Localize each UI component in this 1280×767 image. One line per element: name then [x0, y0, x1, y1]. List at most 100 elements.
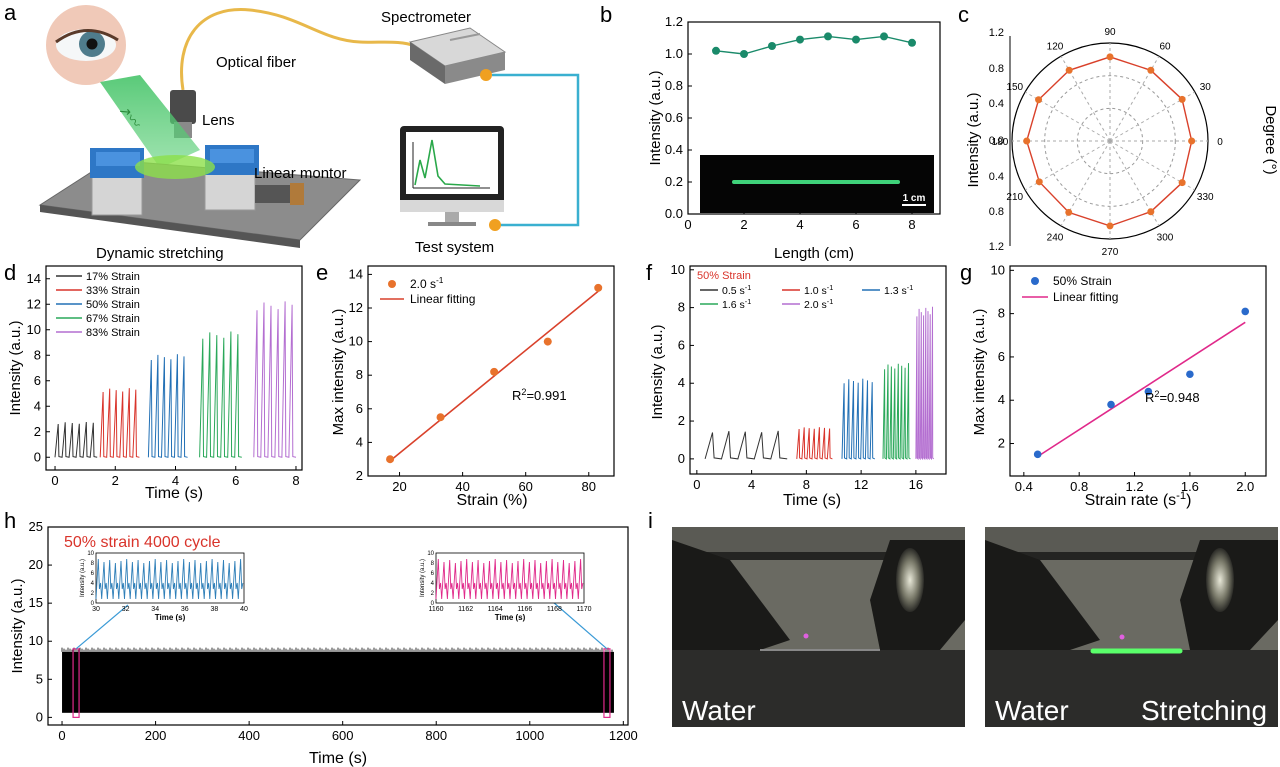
e-ytick-label: 4 [356, 434, 363, 449]
b-series-line [715, 35, 913, 55]
c-data-point [1178, 95, 1186, 103]
d-xtick-label: 8 [292, 473, 299, 488]
e-legend-label-2: Linear fitting [410, 292, 475, 306]
b-data-point [852, 35, 860, 44]
c-grid-spoke [1024, 91, 1111, 142]
e-data-point [490, 367, 499, 376]
e-legend-marker [388, 280, 396, 288]
h-inset-1-xtick-label: 38 [211, 606, 219, 613]
photo-water-label: Water [682, 695, 756, 726]
h-ytick-label: 15 [29, 595, 43, 610]
b-ytick-label: 0.2 [665, 174, 683, 189]
chart-d-strain-time: 0 2 4 6 8 0 2 4 6 8 10 12 14 17% Strain 33% Strain 50% … [7, 265, 303, 502]
c-data-point [1106, 53, 1114, 61]
c-grid-spoke [1109, 55, 1160, 142]
g-xtick-label: 1.6 [1181, 479, 1199, 494]
test-monitor [400, 126, 504, 231]
d-ytick-label: 4 [34, 398, 41, 413]
g-ylabel: Max intensity (a.u.) [971, 309, 988, 436]
g-ytick-label: 8 [998, 306, 1005, 321]
h-ytick-label: 20 [29, 557, 43, 572]
c-radial-tick: 1.2 [989, 241, 1004, 253]
h-inset-2-ytick-label: 6 [431, 571, 435, 577]
chart-b-length-intensity: 0 2 4 6 8 0.0 0.2 0.4 0.6 0.8 1.0 1.2 1 cm Length (cm… [647, 14, 941, 262]
h-inset-2-ytick-label: 10 [427, 551, 434, 557]
chart-c-polar-intensity: 90603003303002702402101801501201.20.80.4… [965, 27, 1279, 258]
h-inset-2-ytick-label: 0 [431, 601, 435, 607]
g-legend-marker [1031, 277, 1039, 285]
d-series-line [99, 388, 140, 458]
f-legend-label: 1.6 s-1 [722, 297, 751, 312]
e-data-point [543, 337, 552, 346]
b-data-point [908, 38, 916, 47]
panel-a-schematic: a Optical fiber Spectrometer Lens [4, 0, 580, 262]
h-zoom-arrow-2 [544, 594, 608, 650]
h-xtick-label: 800 [425, 728, 447, 743]
h-inset-1-xtick-label: 36 [181, 606, 189, 613]
e-xtick-label: 60 [518, 479, 532, 494]
h-inset-2-ytick-label: 4 [431, 581, 435, 587]
d-ytick-label: 8 [34, 347, 41, 362]
b-data-point [824, 32, 832, 41]
d-ylabel: Intensity (a.u.) [7, 320, 24, 415]
b-xtick-label: 0 [684, 217, 691, 232]
e-data-point [436, 413, 445, 422]
h-inset-1-ytick-label: 0 [91, 601, 95, 607]
linear-motor-label: Linear montor [254, 165, 347, 182]
c-data-point [1035, 96, 1043, 104]
b-data-point [768, 42, 776, 50]
e-xtick-label: 20 [392, 479, 406, 494]
d-ytick-label: 10 [27, 322, 41, 337]
f-ylabel: Intensity (a.u.) [649, 324, 666, 419]
b-ytick-label: 1.2 [665, 14, 683, 29]
f-ytick-label: 0 [678, 451, 685, 466]
g-data-point [1241, 307, 1250, 316]
c-angle-label: 270 [1102, 247, 1119, 258]
c-ylabel: Intensity (a.u.) [965, 92, 982, 187]
f-legend-label: 2.0 s-1 [804, 297, 833, 312]
h-inset-2-ylabel: Intensity (a.u.) [420, 559, 426, 597]
h-ytick-label: 10 [29, 633, 43, 648]
h-ytick-label: 5 [36, 671, 43, 686]
h-inset-1-xtick-label: 40 [240, 606, 248, 613]
b-data-point [740, 50, 748, 58]
f-xtick-label: 12 [854, 477, 868, 492]
d-xtick-label: 2 [112, 473, 119, 488]
h-inset-1-series-line [95, 558, 244, 600]
g-data-point [1107, 400, 1115, 409]
d-ytick-label: 6 [34, 373, 41, 388]
d-legend-label: 83% Strain [86, 327, 140, 339]
c-grid-circle [1044, 75, 1176, 207]
spectrometer-label: Spectrometer [381, 9, 471, 26]
optical-fiber-label: Optical fiber [216, 54, 296, 71]
g-xlabel: Strain rate (s-1) [1085, 490, 1192, 509]
h-inset-2-xtick-label: 1164 [488, 606, 503, 613]
c-radial-tick: 0.4 [989, 171, 1004, 183]
c-data-point [1023, 137, 1031, 145]
b-ytick-label: 0.0 [665, 206, 683, 221]
c-data-point [1065, 208, 1073, 216]
b-xtick-label: 8 [908, 217, 915, 232]
f-frame [689, 265, 947, 475]
d-frame [45, 265, 303, 471]
h-xtick-label: 600 [332, 728, 354, 743]
e-legend-label-1: 2.0 s-1 [410, 275, 444, 291]
photo-stretching-label: Stretching [1141, 695, 1267, 726]
h-xtick-label: 1200 [609, 728, 638, 743]
g-legend-label-2: Linear fitting [1053, 290, 1118, 304]
e-r2-annotation: R2=0.991 [512, 387, 567, 403]
panel-letter-c: c [958, 2, 969, 27]
h-ylabel: Intensity (a.u.) [9, 578, 26, 673]
c-data-point [1188, 137, 1196, 145]
c-radial-tick: 0.0 [989, 135, 1004, 147]
f-xlabel: Time (s) [783, 492, 841, 509]
b-data-point [712, 46, 720, 55]
h-inset-1-xtick-label: 32 [122, 606, 130, 613]
h-inset-1-ytick-label: 2 [91, 591, 95, 597]
panel-letter-e: e [316, 260, 328, 285]
g-xtick-label: 2.0 [1236, 479, 1254, 494]
e-xlabel: Strain (%) [456, 492, 527, 509]
